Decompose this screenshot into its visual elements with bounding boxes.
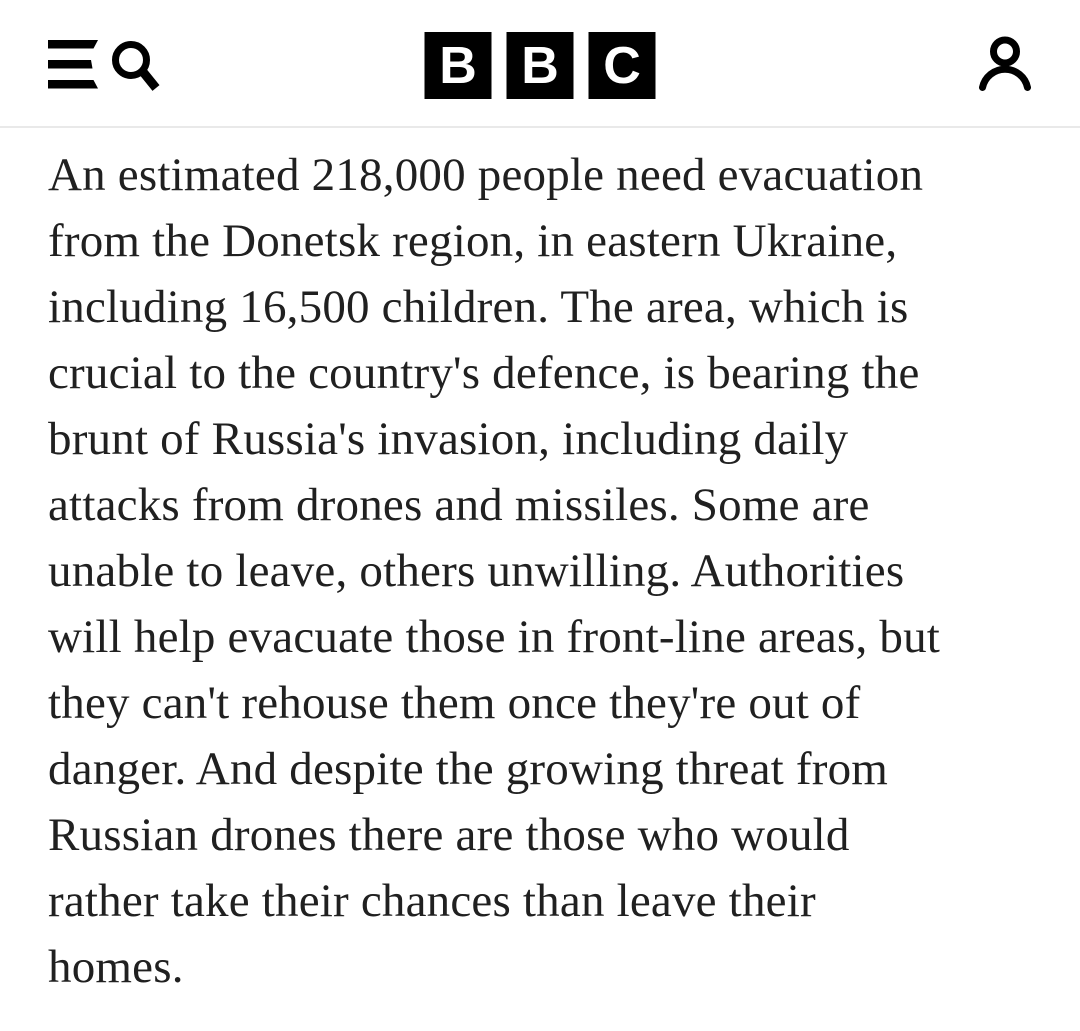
menu-search-button[interactable] (48, 31, 160, 95)
paragraph-line: An estimated 218,000 people need evacuat… (48, 149, 924, 201)
logo-block: B (506, 32, 574, 99)
paragraph-line: attacks from drones and missiles. Some a… (48, 479, 870, 531)
paragraph-line: unable to leave, others unwilling. Autho… (48, 545, 905, 597)
paragraph-line: will help evacuate those in front-line a… (48, 611, 941, 663)
paragraph-line: brunt of Russia's invasion, including da… (48, 413, 849, 465)
logo-letter: B (521, 36, 559, 95)
paragraph-line: they can't rehouse them once they're out… (48, 677, 861, 729)
paragraph-line: crucial to the country's defence, is bea… (48, 347, 920, 399)
paragraph-line: from the Donetsk region, in eastern Ukra… (48, 215, 898, 267)
header: B B C (0, 0, 1080, 128)
logo-letter: B (439, 36, 477, 95)
logo-block: B (424, 32, 492, 99)
bbc-logo[interactable]: B B C (424, 32, 656, 99)
article: An estimated 218,000 people need evacuat… (0, 128, 1080, 1000)
paragraph-line: including 16,500 children. The area, whi… (48, 281, 909, 333)
account-button[interactable] (978, 34, 1032, 92)
logo-letter: C (603, 36, 641, 95)
menu-search-icon (48, 40, 160, 91)
paragraph-line: danger. And despite the growing threat f… (48, 743, 889, 795)
article-paragraph: An estimated 218,000 people need evacuat… (48, 142, 1032, 1000)
paragraph-line: homes. (48, 941, 184, 993)
logo-block: C (588, 32, 656, 99)
paragraph-line: rather take their chances than leave the… (48, 875, 816, 927)
account-icon (979, 36, 1031, 91)
paragraph-line: Russian drones there are those who would (48, 809, 850, 861)
